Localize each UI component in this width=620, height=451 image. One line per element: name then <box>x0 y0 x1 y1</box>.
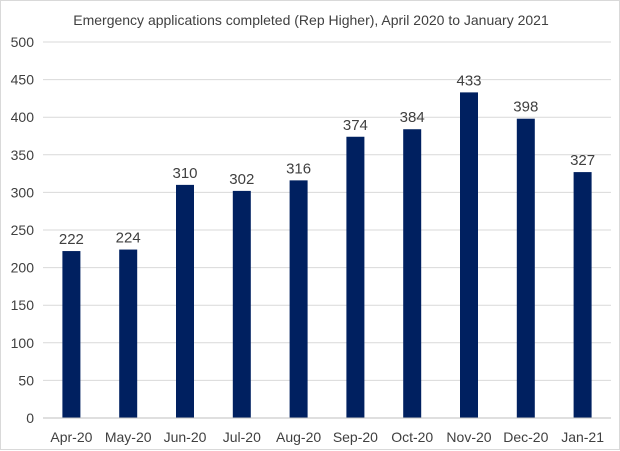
data-label: 327 <box>570 152 595 169</box>
data-label: 384 <box>400 109 425 126</box>
bar <box>62 251 81 418</box>
bar <box>403 129 422 418</box>
x-tick-label: Jun-20 <box>164 429 207 445</box>
bars <box>62 92 592 418</box>
y-tick-label: 50 <box>18 372 34 388</box>
x-tick-label: Jan-21 <box>561 429 604 445</box>
data-label: 433 <box>456 72 481 89</box>
data-label: 398 <box>513 99 538 116</box>
y-tick-label: 200 <box>11 260 35 276</box>
data-label: 374 <box>343 117 368 134</box>
y-tick-label: 100 <box>11 335 35 351</box>
bar <box>573 172 592 418</box>
data-labels: 222 224 310 302 316 374 384 433 398 327 <box>59 72 595 248</box>
data-label: 316 <box>286 160 311 177</box>
data-label: 302 <box>229 171 254 188</box>
y-tick-label: 400 <box>11 109 35 125</box>
x-axis-tick-labels: Apr-20 May-20 Jun-20 Jul-20 Aug-20 Sep-20 Oct-… <box>50 429 604 445</box>
data-label: 222 <box>59 231 84 248</box>
x-tick-label: Apr-20 <box>50 429 92 445</box>
data-label: 310 <box>172 165 197 182</box>
x-tick-label: Oct-20 <box>391 429 433 445</box>
bar <box>119 249 138 418</box>
y-axis-tick-labels: 0 50 100 150 200 250 300 350 400 450 500 <box>11 34 35 426</box>
y-tick-label: 0 <box>26 410 34 426</box>
x-tick-label: May-20 <box>105 429 152 445</box>
bar <box>460 92 478 418</box>
x-tick-label: Nov-20 <box>446 429 491 445</box>
bar <box>346 136 365 418</box>
gridlines <box>43 41 611 381</box>
x-tick-label: Jul-20 <box>223 429 261 445</box>
x-tick-label: Aug-20 <box>276 429 321 445</box>
x-tick-label: Sep-20 <box>333 429 378 445</box>
bar <box>232 190 251 418</box>
y-tick-label: 150 <box>11 297 35 313</box>
y-tick-label: 450 <box>11 72 35 88</box>
data-label: 224 <box>116 230 141 247</box>
y-tick-label: 300 <box>11 184 35 200</box>
y-tick-label: 500 <box>11 34 35 50</box>
y-tick-label: 250 <box>11 222 35 238</box>
chart-title: Emergency applications completed (Rep Hi… <box>73 12 549 28</box>
x-tick-label: Dec-20 <box>503 429 548 445</box>
bar <box>289 180 308 418</box>
bar <box>516 118 535 418</box>
bar <box>176 184 194 418</box>
y-tick-label: 350 <box>11 147 35 163</box>
